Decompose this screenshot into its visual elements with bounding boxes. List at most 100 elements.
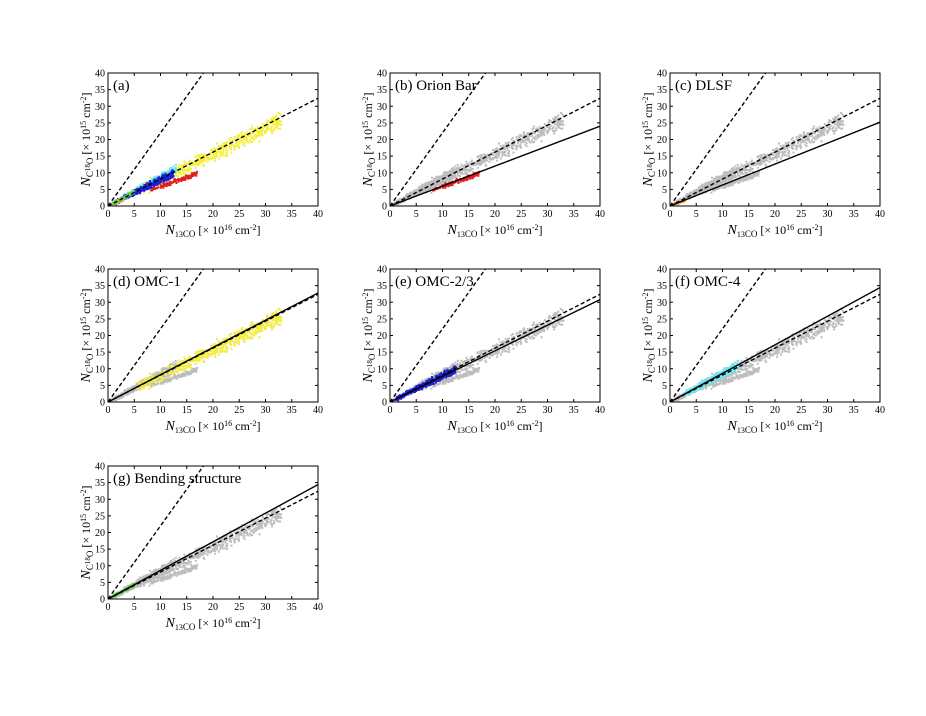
data-point (837, 120, 839, 123)
data-point (784, 150, 787, 153)
data-point (175, 182, 178, 184)
data-point (116, 200, 119, 202)
data-point (749, 161, 752, 164)
data-point (742, 165, 745, 168)
data-point (836, 116, 839, 119)
data-point (820, 133, 823, 136)
data-point (183, 176, 186, 179)
data-point (139, 183, 142, 186)
data-point (178, 163, 181, 166)
data-point (465, 160, 468, 163)
data-point (417, 186, 420, 189)
data-point (833, 130, 836, 132)
data-point (549, 124, 552, 126)
data-point (180, 165, 183, 168)
data-point (523, 135, 526, 138)
data-point (156, 177, 159, 180)
data-point (197, 157, 200, 160)
data-point (536, 127, 538, 130)
y-tick-label: 25 (95, 118, 105, 129)
data-point (806, 135, 809, 138)
data-point (179, 172, 182, 175)
data-point (526, 133, 529, 136)
data-point (779, 145, 782, 148)
data-point (835, 128, 838, 131)
data-point (828, 126, 831, 129)
data-point (436, 182, 439, 185)
data-point (501, 152, 504, 154)
data-point (228, 144, 231, 147)
data-point (707, 182, 710, 185)
data-point (239, 140, 242, 143)
data-point (134, 192, 137, 195)
data-point (534, 132, 537, 135)
data-point (756, 166, 759, 169)
data-point (252, 138, 255, 141)
data-point (238, 138, 241, 141)
data-point (555, 123, 558, 126)
data-point (153, 184, 156, 186)
data-point (501, 153, 504, 156)
data-point (243, 138, 246, 141)
data-point (759, 154, 762, 157)
data-point (739, 166, 742, 169)
data-point (795, 147, 798, 149)
data-point (749, 167, 752, 170)
data-point (811, 128, 814, 131)
panel-title: (b) Orion Bar (395, 78, 477, 94)
data-point (734, 169, 737, 172)
data-point (764, 158, 767, 161)
data-point (195, 170, 198, 173)
y-tick-label: 30 (377, 102, 387, 113)
data-point (469, 162, 472, 165)
data-point (417, 189, 420, 192)
data-point (225, 155, 228, 157)
data-point (543, 134, 546, 136)
data-point (174, 163, 177, 166)
data-point (502, 152, 505, 155)
data-point (805, 145, 808, 147)
data-point (562, 114, 565, 117)
data-point (724, 182, 727, 185)
y-tick-label: 15 (95, 152, 105, 163)
data-point (496, 159, 499, 162)
data-point (475, 163, 478, 166)
data-point (272, 127, 275, 130)
data-point (228, 145, 231, 148)
data-point (508, 152, 511, 155)
data-point (216, 152, 219, 155)
data-point (419, 187, 422, 190)
data-point (225, 146, 228, 148)
data-point (512, 151, 515, 154)
data-point (507, 155, 510, 157)
data-point (733, 174, 736, 177)
data-point (760, 156, 763, 159)
data-point (724, 172, 727, 175)
data-point (460, 163, 463, 166)
data-point (466, 178, 469, 181)
data-point (192, 162, 195, 165)
data-point (799, 146, 802, 149)
plot-area (390, 73, 600, 206)
data-point (562, 123, 565, 126)
data-point (718, 176, 721, 178)
data-point (171, 170, 173, 172)
data-point (494, 156, 497, 159)
data-point (748, 174, 751, 177)
data-point (828, 119, 831, 122)
data-point (728, 171, 731, 174)
data-point (769, 157, 772, 160)
data-point (177, 166, 180, 169)
data-point (276, 122, 279, 125)
data-point (543, 127, 546, 130)
data-point (813, 137, 816, 140)
data-point (260, 129, 263, 132)
data-point (435, 185, 437, 188)
data-point (440, 176, 443, 179)
data-point (553, 117, 556, 120)
data-point (522, 132, 525, 135)
data-point (468, 170, 471, 173)
data-point (742, 176, 745, 179)
data-point (816, 127, 818, 130)
data-point (487, 154, 490, 157)
